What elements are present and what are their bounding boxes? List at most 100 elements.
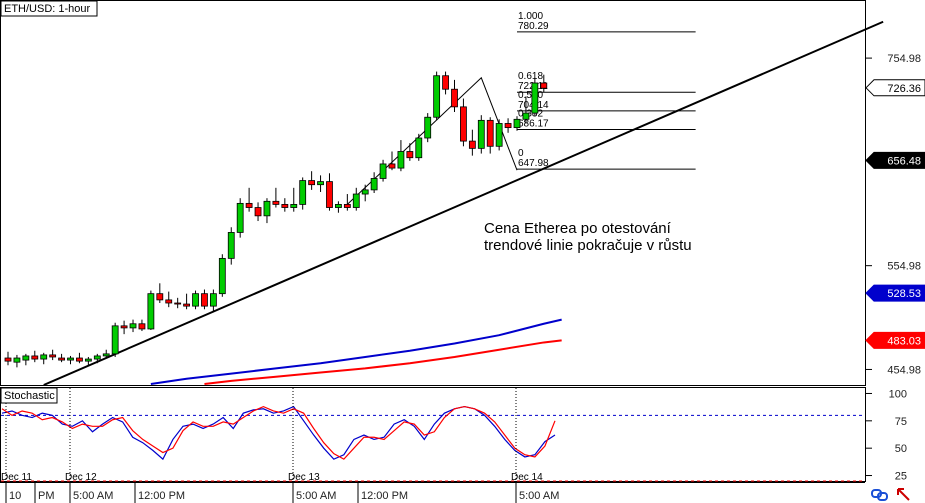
candle [227, 227, 235, 265]
candle [335, 201, 342, 213]
fib-ratio-label: 0 [518, 148, 524, 159]
day-label: Dec 14 [511, 472, 543, 483]
candle-body [129, 323, 137, 329]
candle [236, 198, 244, 238]
candle-body [272, 200, 280, 205]
candle [183, 293, 191, 310]
stochastic-tick-label: 50 [895, 443, 907, 455]
pointer-icon[interactable] [897, 488, 910, 501]
moving-average-1 [150, 318, 562, 385]
fib-price-label: 647.98 [518, 158, 549, 169]
price-tick-label: 754.98 [887, 53, 921, 65]
candle-body [165, 299, 173, 304]
candle-body [201, 293, 208, 307]
candle-body [227, 232, 235, 259]
candle-body [147, 293, 155, 330]
candle-body [477, 119, 485, 149]
candle [93, 353, 101, 364]
fib-ratio-label: 0.382 [518, 109, 543, 120]
stochastic-tick-label: 75 [895, 416, 907, 428]
candle [468, 129, 476, 156]
fib-ratio-label: 1.000 [518, 11, 543, 22]
candle [370, 172, 378, 193]
candle-body [111, 325, 119, 355]
candle-body [31, 355, 39, 360]
candle-body [406, 151, 414, 159]
candle [263, 198, 271, 224]
candle-body [102, 353, 110, 357]
trendline [43, 20, 884, 386]
day-label: Dec 12 [65, 472, 97, 483]
candle [13, 354, 21, 368]
candle [218, 254, 226, 297]
candle [245, 187, 253, 212]
candle [326, 173, 333, 211]
candle-body [138, 323, 146, 330]
fib-price-label: 780.29 [518, 21, 549, 32]
candle [397, 140, 405, 172]
candle [272, 187, 280, 208]
candle-body [442, 75, 449, 90]
candle [299, 177, 307, 210]
time-label: PM [38, 490, 55, 502]
candle [281, 198, 289, 212]
candle-body [281, 204, 289, 208]
candle [111, 322, 119, 357]
candle-body [49, 354, 57, 358]
candle-body [84, 358, 92, 362]
candle-body [290, 204, 298, 208]
candle [513, 116, 521, 131]
candle-body [335, 204, 342, 208]
candle-body [451, 88, 458, 108]
price-tag-label: 726.36 [887, 83, 921, 95]
candle-body [468, 140, 476, 149]
price-tag: 483.03 [865, 331, 925, 349]
price-tag-box [865, 151, 925, 169]
candle-body [326, 181, 333, 208]
symbol-title: ETH/USD: 1-hour [4, 3, 91, 15]
link-icon[interactable] [871, 489, 888, 501]
time-label: 5:00 AM [519, 490, 559, 502]
candle-body [156, 293, 164, 301]
candle-body [236, 202, 244, 233]
candle [147, 290, 155, 330]
candle [424, 113, 432, 143]
candle-body [424, 116, 432, 139]
stochastic-title: Stochastic [4, 390, 55, 402]
candle [388, 151, 396, 171]
moving-average-2 [204, 339, 562, 385]
fib-ratio-label: 0.500 [518, 90, 543, 101]
candle [156, 283, 164, 304]
candle-body [209, 293, 217, 307]
candle [308, 171, 316, 190]
candle-body [183, 303, 191, 307]
stochastic-panel [0, 387, 866, 482]
candle [254, 202, 262, 222]
candle-body [93, 355, 101, 360]
candle-body [299, 180, 307, 205]
candle-body [513, 118, 521, 129]
candle [415, 133, 423, 161]
candle [58, 353, 65, 363]
candle-body [370, 178, 378, 191]
candle-body [192, 293, 199, 307]
fib-ratio-label: 0.618 [518, 71, 543, 82]
price-tick-label: 554.98 [887, 261, 921, 273]
candle [540, 74, 548, 93]
candle-body [486, 119, 494, 147]
day-label: Dec 13 [288, 472, 320, 483]
candle [67, 355, 74, 365]
candle-body [218, 257, 226, 295]
candle-body [415, 137, 423, 159]
candle [165, 291, 173, 308]
price-tag-box [865, 331, 925, 349]
candle [531, 77, 539, 117]
candle-body [504, 123, 512, 129]
candle [379, 159, 387, 182]
candle [504, 118, 512, 133]
candle [31, 350, 39, 363]
time-label: 5:00 AM [296, 490, 336, 502]
candle [486, 117, 494, 154]
stochastic-title-box [0, 387, 58, 404]
